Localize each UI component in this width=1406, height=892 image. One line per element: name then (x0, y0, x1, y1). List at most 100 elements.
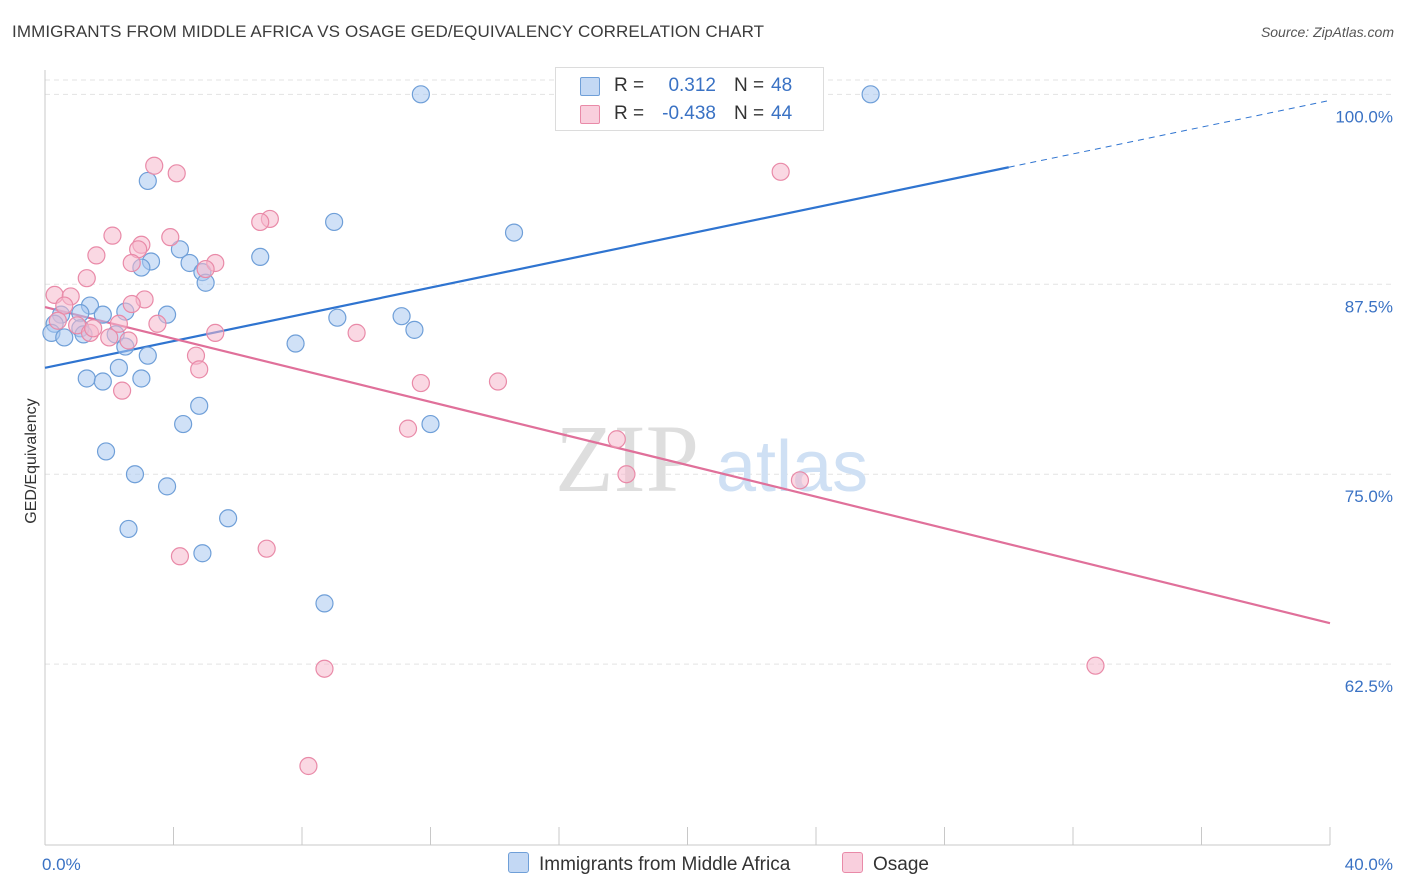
point-osage (315, 659, 334, 678)
point-osage (607, 430, 626, 449)
point-osage (488, 372, 508, 391)
point-osage (299, 756, 318, 776)
point-osage (190, 360, 209, 379)
legend-n-label: N = (734, 103, 765, 124)
legend-swatch-pink (580, 105, 600, 124)
point-osage (161, 228, 180, 247)
bottom-legend-osage[interactable]: Osage (842, 852, 929, 876)
point-osage (48, 311, 67, 330)
point-immigrants (315, 594, 334, 613)
bottom-legend-swatch-pink (842, 852, 863, 873)
bottom-legend-swatch-blue (508, 852, 529, 873)
point-osage (411, 373, 430, 393)
point-osage (771, 162, 790, 181)
point-immigrants (119, 519, 138, 539)
point-immigrants (55, 328, 74, 347)
point-immigrants (138, 171, 157, 191)
point-immigrants (77, 369, 96, 388)
point-immigrants (180, 253, 199, 273)
gridlines (45, 79, 1395, 665)
bottom-legend-label: Immigrants from Middle Africa (539, 854, 791, 875)
point-osage (398, 419, 418, 438)
point-osage (196, 259, 215, 279)
point-osage (119, 331, 138, 350)
point-immigrants (328, 308, 347, 327)
watermark-zip: ZIP (555, 405, 699, 512)
point-immigrants (190, 396, 209, 415)
legend-row-immigrants: R = 0.312 N = 48 (556, 72, 823, 100)
point-immigrants (251, 247, 270, 267)
point-osage (790, 471, 810, 490)
point-immigrants (93, 305, 112, 324)
point-immigrants (109, 358, 128, 377)
trend-line-osage (44, 305, 1331, 625)
trend-line-immigrants-extension (1008, 99, 1331, 168)
stats-legend: R = 0.312 N = 48 R = -0.438 N = 44 (555, 67, 824, 131)
point-immigrants (504, 223, 524, 242)
legend-r-value: 0.312 (668, 75, 716, 96)
point-osage (251, 212, 270, 232)
point-immigrants (157, 477, 177, 496)
point-osage (109, 314, 128, 333)
axes (44, 70, 1331, 846)
point-osage (347, 323, 366, 342)
point-osage (122, 253, 141, 273)
point-immigrants (125, 465, 145, 484)
point-immigrants (861, 85, 880, 104)
legend-r-label: R = (614, 103, 645, 124)
point-osage (122, 294, 141, 314)
point-immigrants (325, 212, 344, 232)
trend-line-immigrants (44, 166, 1009, 369)
point-immigrants (132, 369, 151, 388)
legend-n-label: N = (734, 75, 765, 96)
point-immigrants (405, 320, 424, 339)
point-osage (1086, 656, 1105, 675)
point-immigrants (411, 85, 430, 104)
bottom-legend-label: Osage (873, 854, 929, 875)
point-immigrants (96, 442, 116, 461)
bottom-legend-immigrants[interactable]: Immigrants from Middle Africa (508, 852, 790, 876)
point-osage (112, 381, 132, 400)
data-points (42, 85, 1105, 776)
legend-r-label: R = (614, 75, 645, 96)
point-immigrants (219, 509, 238, 528)
y-tick-label: 62.5% (1345, 677, 1393, 696)
tick-labels: 62.5% 75.0% 87.5% 100.0% 0.0% 40.0% (42, 107, 1393, 874)
point-immigrants (286, 334, 305, 353)
point-osage (167, 164, 186, 183)
point-osage (145, 156, 164, 175)
point-immigrants (421, 414, 440, 434)
point-osage (55, 296, 74, 315)
point-osage (148, 314, 167, 333)
point-osage (84, 319, 103, 338)
legend-r-value: -0.438 (662, 103, 716, 124)
legend-swatch-blue (580, 77, 600, 96)
point-immigrants (174, 414, 193, 434)
point-osage (103, 226, 122, 245)
y-axis-label: GED/Equivalency (23, 398, 40, 524)
point-osage (617, 465, 636, 484)
point-immigrants (392, 307, 411, 326)
chart-source: Source: ZipAtlas.com (1260, 24, 1394, 40)
point-osage (257, 539, 276, 558)
legend-n-value: 48 (771, 75, 793, 96)
point-osage (87, 246, 106, 265)
point-immigrants (170, 240, 190, 259)
point-osage (206, 323, 225, 342)
legend-n-value: 44 (771, 103, 793, 124)
legend-row-osage: R = -0.438 N = 44 (556, 100, 823, 128)
y-tick-label: 87.5% (1345, 297, 1393, 316)
watermark-atlas: atlas (716, 427, 868, 507)
x-tick-label: 0.0% (42, 855, 81, 874)
point-osage (100, 328, 119, 347)
point-immigrants (93, 372, 112, 391)
y-tick-label: 100.0% (1335, 107, 1393, 126)
x-tick-label: 40.0% (1345, 855, 1393, 874)
y-tick-label: 75.0% (1345, 487, 1393, 506)
point-osage (170, 547, 190, 566)
trend-lines (44, 99, 1331, 625)
point-immigrants (138, 346, 157, 365)
point-immigrants (193, 544, 212, 563)
chart-title: IMMIGRANTS FROM MIDDLE AFRICA VS OSAGE G… (12, 22, 765, 41)
point-osage (77, 269, 96, 288)
